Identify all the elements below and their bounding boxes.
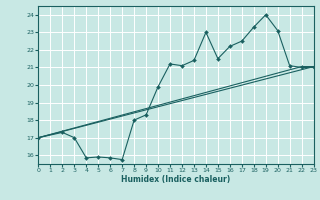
X-axis label: Humidex (Indice chaleur): Humidex (Indice chaleur) [121, 175, 231, 184]
